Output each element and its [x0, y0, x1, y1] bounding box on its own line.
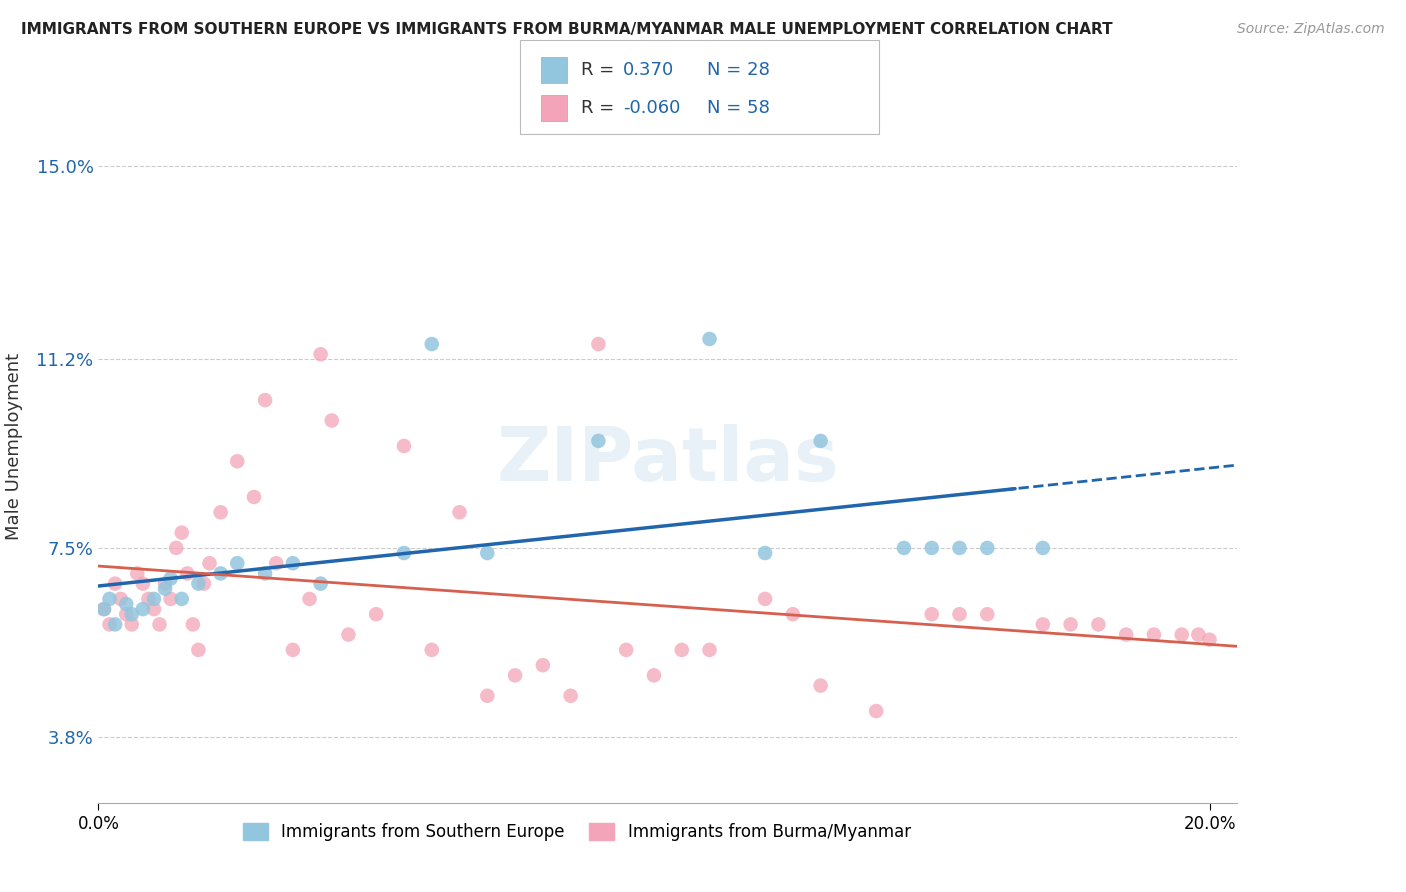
Point — [392, 546, 415, 560]
Point — [254, 393, 277, 408]
Point — [193, 576, 215, 591]
Point — [115, 607, 138, 622]
Point — [420, 337, 443, 351]
Point — [281, 556, 304, 570]
Point — [477, 689, 499, 703]
Point — [1115, 627, 1137, 641]
Point — [98, 617, 121, 632]
Point — [93, 602, 115, 616]
Text: N = 58: N = 58 — [707, 99, 770, 117]
Point — [810, 679, 832, 693]
Point — [865, 704, 887, 718]
Point — [198, 556, 221, 570]
Point — [309, 576, 332, 591]
Text: 0.370: 0.370 — [623, 61, 673, 78]
Point — [976, 541, 998, 555]
Point — [226, 556, 249, 570]
Point — [976, 607, 998, 622]
Point — [209, 505, 232, 519]
Point — [264, 556, 287, 570]
Point — [392, 439, 415, 453]
Point — [187, 643, 209, 657]
Point — [121, 617, 143, 632]
Point — [243, 490, 266, 504]
Point — [121, 607, 143, 622]
Point — [170, 525, 193, 540]
Point — [143, 591, 166, 606]
Point — [165, 541, 187, 555]
Point — [104, 576, 127, 591]
Point — [1170, 627, 1192, 641]
Point — [671, 643, 693, 657]
Point — [181, 617, 204, 632]
Point — [1198, 632, 1220, 647]
Point — [477, 546, 499, 560]
Legend: Immigrants from Southern Europe, Immigrants from Burma/Myanmar: Immigrants from Southern Europe, Immigra… — [236, 816, 918, 848]
Point — [948, 607, 970, 622]
Point — [254, 566, 277, 581]
Point — [132, 576, 155, 591]
Point — [127, 566, 149, 581]
Point — [643, 668, 665, 682]
Point — [98, 591, 121, 606]
Point — [531, 658, 554, 673]
Point — [754, 546, 776, 560]
Point — [115, 597, 138, 611]
Point — [93, 602, 115, 616]
Point — [309, 347, 332, 361]
Point — [1187, 627, 1209, 641]
Text: -0.060: -0.060 — [623, 99, 681, 117]
Point — [298, 591, 321, 606]
Point — [132, 602, 155, 616]
Text: ZIPatlas: ZIPatlas — [496, 424, 839, 497]
Point — [1143, 627, 1166, 641]
Point — [560, 689, 582, 703]
Point — [148, 617, 170, 632]
Point — [921, 607, 943, 622]
Point — [159, 572, 181, 586]
Point — [948, 541, 970, 555]
Point — [337, 627, 360, 641]
Point — [588, 434, 610, 448]
Point — [366, 607, 388, 622]
Text: R =: R = — [581, 61, 614, 78]
Point — [420, 643, 443, 657]
Text: IMMIGRANTS FROM SOUTHERN EUROPE VS IMMIGRANTS FROM BURMA/MYANMAR MALE UNEMPLOYME: IMMIGRANTS FROM SOUTHERN EUROPE VS IMMIG… — [21, 22, 1112, 37]
Point — [810, 434, 832, 448]
Point — [281, 643, 304, 657]
Text: N = 28: N = 28 — [707, 61, 770, 78]
Text: R =: R = — [581, 99, 614, 117]
Point — [110, 591, 132, 606]
Point — [170, 591, 193, 606]
Point — [754, 591, 776, 606]
Point — [614, 643, 637, 657]
Point — [503, 668, 526, 682]
Point — [153, 576, 176, 591]
Point — [921, 541, 943, 555]
Point — [699, 332, 721, 346]
Point — [226, 454, 249, 468]
Point — [449, 505, 471, 519]
Point — [782, 607, 804, 622]
Y-axis label: Male Unemployment: Male Unemployment — [4, 352, 22, 540]
Point — [159, 591, 181, 606]
Point — [153, 582, 176, 596]
Point — [1059, 617, 1081, 632]
Point — [893, 541, 915, 555]
Point — [588, 337, 610, 351]
Point — [321, 413, 343, 427]
Point — [176, 566, 198, 581]
Point — [187, 576, 209, 591]
Point — [1032, 541, 1054, 555]
Point — [138, 591, 160, 606]
Point — [209, 566, 232, 581]
Point — [1032, 617, 1054, 632]
Point — [699, 643, 721, 657]
Point — [143, 602, 166, 616]
Point — [104, 617, 127, 632]
Point — [1087, 617, 1109, 632]
Text: Source: ZipAtlas.com: Source: ZipAtlas.com — [1237, 22, 1385, 37]
